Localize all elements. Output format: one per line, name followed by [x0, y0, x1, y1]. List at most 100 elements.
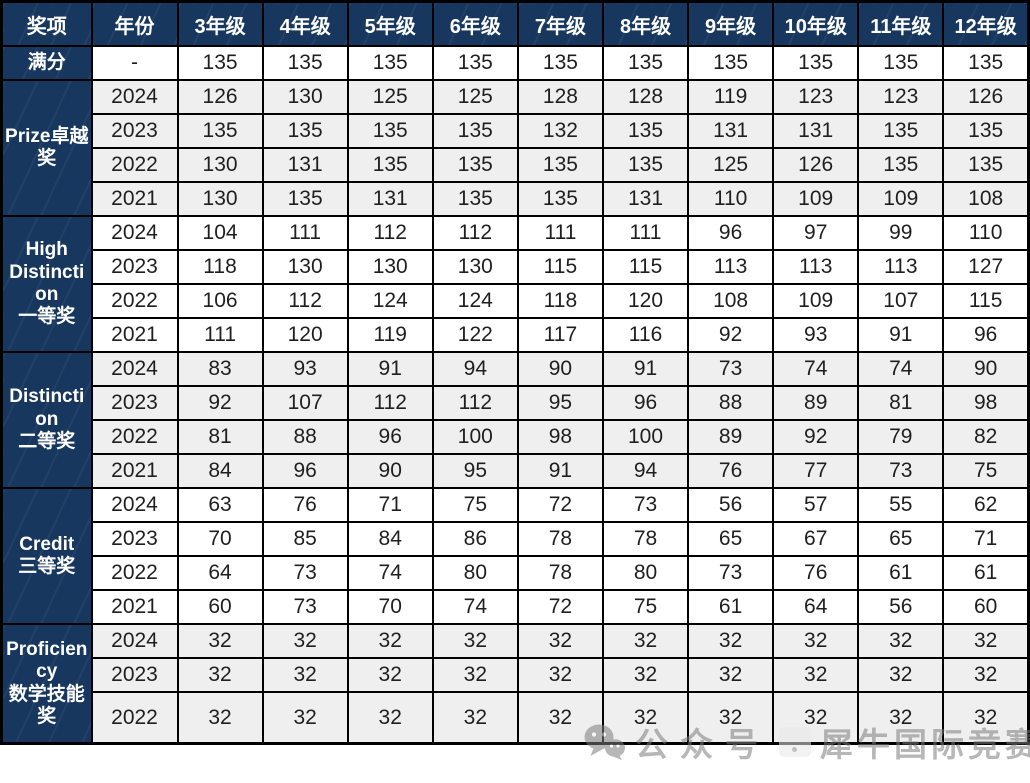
score-cell: 61: [942, 555, 1030, 591]
table-row: 2021 130 135 131 135 135 131 110 109 109 108: [2, 181, 1030, 217]
score-cell: 120: [601, 283, 690, 319]
score-cell: 115: [516, 249, 604, 285]
score-cell: 63: [176, 487, 264, 523]
score-cell: 81: [857, 385, 945, 421]
score-cell: 32: [176, 623, 264, 659]
score-cell: 72: [516, 487, 604, 523]
score-cell: 109: [772, 181, 860, 217]
year-cell: 2023: [90, 521, 179, 557]
score-cell: 110: [687, 181, 775, 217]
score-cell: 76: [261, 487, 349, 523]
score-cell: 135: [516, 45, 604, 81]
score-cell: 74: [857, 351, 945, 387]
table-row: 2021 84 96 90 95 91 94 76 77 73 75: [2, 453, 1030, 489]
score-cell: 112: [346, 385, 434, 421]
score-cell: 86: [431, 521, 519, 557]
score-cell: 128: [516, 79, 604, 115]
score-cell: 73: [601, 487, 690, 523]
header-row: 奖项 年份 3年级 4年级 5年级 6年级 7年级 8年级 9年级 10年级 11年级 12年级: [0, 0, 1030, 47]
score-cell: 75: [431, 487, 519, 523]
score-cell: 135: [516, 181, 604, 217]
year-cell: 2023: [90, 113, 179, 149]
column-header: 10年级: [772, 0, 860, 47]
score-cell: 65: [857, 521, 945, 557]
score-cell: 61: [857, 555, 945, 591]
score-cell: 96: [601, 385, 690, 421]
score-cell: 56: [687, 487, 775, 523]
score-cell: 91: [346, 351, 434, 387]
score-cell: 75: [942, 453, 1030, 489]
year-cell: 2024: [90, 351, 179, 387]
score-cell: 32: [857, 657, 945, 693]
score-cell: 107: [857, 283, 945, 319]
score-cell: 135: [346, 45, 434, 81]
score-cell: 93: [772, 317, 860, 353]
score-cell: 120: [261, 317, 349, 353]
score-cell: 70: [176, 521, 264, 557]
column-header: 6年级: [431, 0, 519, 47]
score-cell: 135: [857, 147, 945, 183]
score-cell: 32: [516, 657, 604, 693]
score-cell: 32: [261, 657, 349, 693]
score-cell: 116: [601, 317, 690, 353]
score-cell: 32: [516, 691, 604, 745]
table-row: 2023 118 130 130 130 115 115 113 113 113 127: [2, 249, 1030, 285]
score-cell: 112: [431, 385, 519, 421]
score-cell: 135: [176, 45, 264, 81]
score-cell: 90: [942, 351, 1030, 387]
score-cell: 109: [772, 283, 860, 319]
score-cell: 32: [431, 657, 519, 693]
score-cell: 135: [261, 181, 349, 217]
score-cell: 106: [176, 283, 264, 319]
score-cell: 76: [772, 555, 860, 591]
score-cell: 135: [431, 45, 519, 81]
score-cell: 91: [857, 317, 945, 353]
score-cell: 32: [176, 691, 264, 745]
score-cell: 73: [687, 555, 775, 591]
column-header: 3年级: [176, 0, 264, 47]
table-row: 2023 32 32 32 32 32 32 32 32 32 32: [2, 657, 1030, 693]
score-cell: 60: [176, 589, 264, 625]
score-cell: 65: [687, 521, 775, 557]
score-cell: 75: [601, 589, 690, 625]
score-cell: 130: [176, 181, 264, 217]
score-cell: 93: [261, 351, 349, 387]
column-header: 年份: [90, 0, 179, 47]
full-score-row: 满分 -135 135 135 135 135 135 135 135 135 135: [0, 45, 1030, 81]
score-cell: 57: [772, 487, 860, 523]
score-cell: 111: [601, 215, 690, 251]
score-cell: 100: [601, 419, 690, 455]
score-cell: 110: [942, 215, 1030, 251]
table-row: 2022 32 32 32 32 32 32 32 32 32 32: [2, 691, 1030, 745]
score-cell: 91: [516, 453, 604, 489]
year-cell: 2022: [90, 555, 179, 591]
score-cell: 119: [687, 79, 775, 115]
score-cell: 135: [687, 45, 775, 81]
year-cell: 2024: [90, 79, 179, 115]
table-row: 2023 70 85 84 86 78 78 65 67 65 71: [2, 521, 1030, 557]
table-row: 2023 92 107 112 112 95 96 88 89 81 98: [2, 385, 1030, 421]
score-cell: 32: [601, 691, 690, 745]
year-cell: 2024: [90, 487, 179, 523]
award-label: Distinction 二等奖: [0, 351, 93, 489]
score-cell: 74: [346, 555, 434, 591]
score-cell: 126: [772, 147, 860, 183]
score-cell: 32: [346, 623, 434, 659]
score-cell: 90: [346, 453, 434, 489]
score-cell: 130: [346, 249, 434, 285]
score-cell: 135: [346, 113, 434, 149]
score-cell: 32: [431, 623, 519, 659]
score-cell: 131: [346, 181, 434, 217]
score-cell: 100: [431, 419, 519, 455]
score-cell: 135: [346, 147, 434, 183]
score-cell: 126: [942, 79, 1030, 115]
score-cell: 73: [687, 351, 775, 387]
score-cell: 32: [857, 691, 945, 745]
score-cell: 97: [772, 215, 860, 251]
score-cell: 126: [176, 79, 264, 115]
score-cell: 104: [176, 215, 264, 251]
score-cell: 91: [601, 351, 690, 387]
score-cell: 130: [176, 147, 264, 183]
score-cell: 112: [431, 215, 519, 251]
score-cell: 85: [261, 521, 349, 557]
